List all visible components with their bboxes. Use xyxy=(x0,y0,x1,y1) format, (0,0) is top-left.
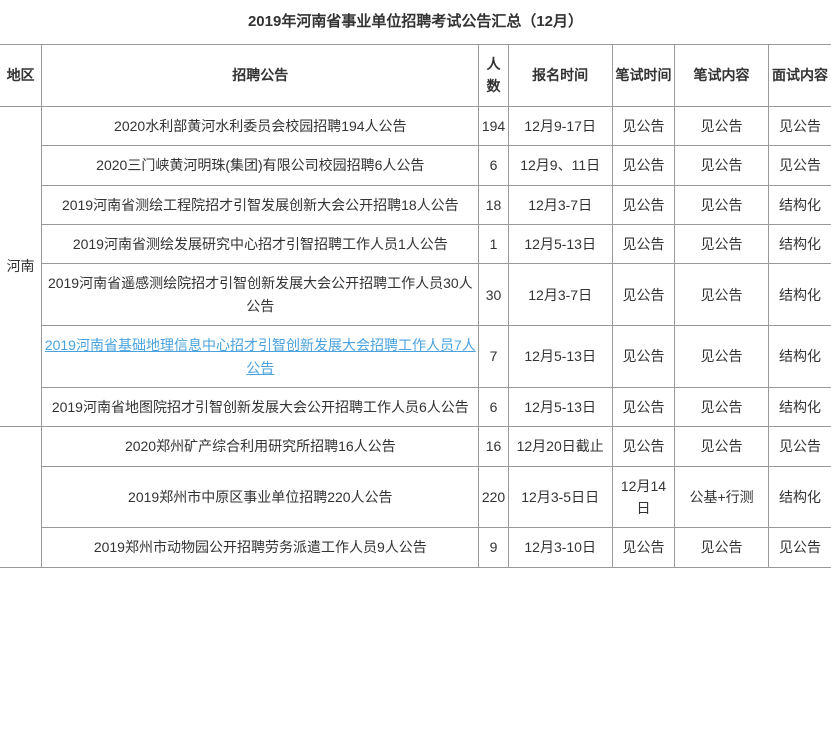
wtime-cell: 12月14日 xyxy=(612,466,674,528)
notice-cell: 2019河南省测绘发展研究中心招才引智招聘工作人员1人公告 xyxy=(42,224,479,263)
wtime-cell: 见公告 xyxy=(612,185,674,224)
signup-cell: 12月9、11日 xyxy=(508,146,612,185)
table-row: 2020三门峡黄河明珠(集团)有限公司校园招聘6人公告612月9、11日见公告见… xyxy=(0,146,831,185)
notice-cell: 2019河南省地图院招才引智创新发展大会公开招聘工作人员6人公告 xyxy=(42,387,479,426)
table-row: 2019郑州市动物园公开招聘劳务派遣工作人员9人公告912月3-10日见公告见公… xyxy=(0,528,831,567)
wtime-cell: 见公告 xyxy=(612,326,674,388)
signup-cell: 12月9-17日 xyxy=(508,106,612,145)
icontent-cell: 见公告 xyxy=(768,528,831,567)
signup-cell: 12月5-13日 xyxy=(508,326,612,388)
signup-cell: 12月3-7日 xyxy=(508,264,612,326)
table-row: 2019郑州市中原区事业单位招聘220人公告22012月3-5日日12月14日公… xyxy=(0,466,831,528)
wtime-cell: 见公告 xyxy=(612,146,674,185)
notice-cell: 2020郑州矿产综合利用研究所招聘16人公告 xyxy=(42,427,479,466)
notice-cell: 2020水利部黄河水利委员会校园招聘194人公告 xyxy=(42,106,479,145)
col-wtime: 笔试时间 xyxy=(612,45,674,107)
icontent-cell: 结构化 xyxy=(768,224,831,263)
col-signup: 报名时间 xyxy=(508,45,612,107)
icontent-cell: 见公告 xyxy=(768,146,831,185)
table-header-row: 地区 招聘公告 人数 报名时间 笔试时间 笔试内容 面试内容 xyxy=(0,45,831,107)
signup-cell: 12月3-7日 xyxy=(508,185,612,224)
table-title: 2019年河南省事业单位招聘考试公告汇总（12月） xyxy=(0,0,831,45)
signup-cell: 12月5-13日 xyxy=(508,387,612,426)
col-notice: 招聘公告 xyxy=(42,45,479,107)
count-cell: 18 xyxy=(479,185,508,224)
region-cell: 河南 xyxy=(0,106,42,427)
signup-cell: 12月3-5日日 xyxy=(508,466,612,528)
wtime-cell: 见公告 xyxy=(612,106,674,145)
signup-cell: 12月5-13日 xyxy=(508,224,612,263)
icontent-cell: 结构化 xyxy=(768,264,831,326)
recruitment-table: 2019年河南省事业单位招聘考试公告汇总（12月） 地区 招聘公告 人数 报名时… xyxy=(0,0,831,568)
signup-cell: 12月3-10日 xyxy=(508,528,612,567)
wcontent-cell: 见公告 xyxy=(675,528,769,567)
table-row: 2019河南省地图院招才引智创新发展大会公开招聘工作人员6人公告612月5-13… xyxy=(0,387,831,426)
count-cell: 30 xyxy=(479,264,508,326)
wcontent-cell: 见公告 xyxy=(675,185,769,224)
wcontent-cell: 见公告 xyxy=(675,264,769,326)
wcontent-cell: 见公告 xyxy=(675,326,769,388)
signup-cell: 12月20日截止 xyxy=(508,427,612,466)
icontent-cell: 见公告 xyxy=(768,106,831,145)
wcontent-cell: 见公告 xyxy=(675,427,769,466)
region-cell xyxy=(0,427,42,568)
col-region: 地区 xyxy=(0,45,42,107)
notice-cell: 2019郑州市中原区事业单位招聘220人公告 xyxy=(42,466,479,528)
wtime-cell: 见公告 xyxy=(612,224,674,263)
wtime-cell: 见公告 xyxy=(612,528,674,567)
table-title-row: 2019年河南省事业单位招聘考试公告汇总（12月） xyxy=(0,0,831,45)
notice-cell[interactable]: 2019河南省基础地理信息中心招才引智创新发展大会招聘工作人员7人公告 xyxy=(42,326,479,388)
wcontent-cell: 见公告 xyxy=(675,387,769,426)
table-row: 2019河南省遥感测绘院招才引智创新发展大会公开招聘工作人员30人公告3012月… xyxy=(0,264,831,326)
wtime-cell: 见公告 xyxy=(612,387,674,426)
count-cell: 16 xyxy=(479,427,508,466)
col-count: 人数 xyxy=(479,45,508,107)
count-cell: 194 xyxy=(479,106,508,145)
notice-cell: 2019郑州市动物园公开招聘劳务派遣工作人员9人公告 xyxy=(42,528,479,567)
wcontent-cell: 见公告 xyxy=(675,106,769,145)
notice-cell: 2019河南省遥感测绘院招才引智创新发展大会公开招聘工作人员30人公告 xyxy=(42,264,479,326)
count-cell: 7 xyxy=(479,326,508,388)
table-row: 2020郑州矿产综合利用研究所招聘16人公告1612月20日截止见公告见公告见公… xyxy=(0,427,831,466)
notice-link[interactable]: 2019河南省基础地理信息中心招才引智创新发展大会招聘工作人员7人公告 xyxy=(45,337,476,375)
table-row: 2019河南省测绘工程院招才引智发展创新大会公开招聘18人公告1812月3-7日… xyxy=(0,185,831,224)
icontent-cell: 见公告 xyxy=(768,427,831,466)
count-cell: 1 xyxy=(479,224,508,263)
wcontent-cell: 见公告 xyxy=(675,224,769,263)
count-cell: 9 xyxy=(479,528,508,567)
notice-cell: 2019河南省测绘工程院招才引智发展创新大会公开招聘18人公告 xyxy=(42,185,479,224)
icontent-cell: 结构化 xyxy=(768,466,831,528)
table-row: 河南2020水利部黄河水利委员会校园招聘194人公告19412月9-17日见公告… xyxy=(0,106,831,145)
col-icontent: 面试内容 xyxy=(768,45,831,107)
table-row: 2019河南省测绘发展研究中心招才引智招聘工作人员1人公告112月5-13日见公… xyxy=(0,224,831,263)
count-cell: 220 xyxy=(479,466,508,528)
table-row: 2019河南省基础地理信息中心招才引智创新发展大会招聘工作人员7人公告712月5… xyxy=(0,326,831,388)
icontent-cell: 结构化 xyxy=(768,387,831,426)
count-cell: 6 xyxy=(479,146,508,185)
wtime-cell: 见公告 xyxy=(612,264,674,326)
count-cell: 6 xyxy=(479,387,508,426)
col-wcontent: 笔试内容 xyxy=(675,45,769,107)
icontent-cell: 结构化 xyxy=(768,185,831,224)
wcontent-cell: 见公告 xyxy=(675,146,769,185)
notice-cell: 2020三门峡黄河明珠(集团)有限公司校园招聘6人公告 xyxy=(42,146,479,185)
wtime-cell: 见公告 xyxy=(612,427,674,466)
icontent-cell: 结构化 xyxy=(768,326,831,388)
wcontent-cell: 公基+行测 xyxy=(675,466,769,528)
